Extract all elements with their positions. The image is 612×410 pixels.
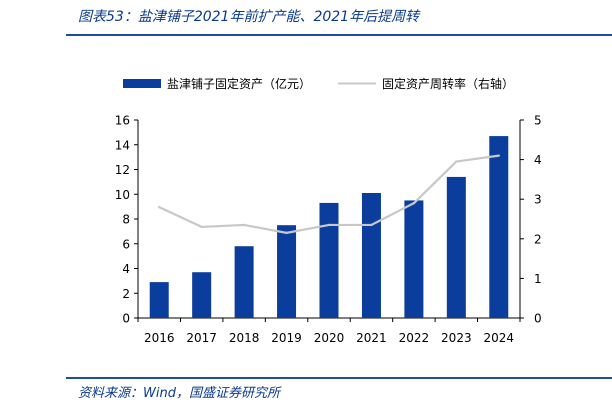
line-point: [285, 231, 288, 235]
x-tick-label: 2020: [314, 331, 345, 345]
line-point: [370, 223, 373, 227]
y-right-tick-label: 1: [534, 272, 542, 286]
y-left-tick-label: 6: [122, 237, 130, 251]
line-point: [455, 160, 458, 163]
bar: [446, 176, 466, 318]
legend-bar-swatch: [123, 79, 161, 88]
x-tick-label: 2022: [399, 331, 430, 345]
bar: [361, 193, 381, 318]
y-left-tick-label: 16: [115, 114, 130, 128]
bar: [149, 282, 169, 318]
x-tick-label: 2016: [144, 331, 175, 345]
line-point: [200, 225, 203, 229]
bar: [192, 272, 212, 318]
bar-series: [149, 136, 509, 318]
bar: [319, 202, 339, 318]
legend-line-label: 固定资产周转率（右轴）: [382, 76, 514, 91]
y-left-tick-label: 4: [122, 262, 130, 276]
x-tick-label: 2017: [186, 331, 217, 345]
footer-divider: [66, 377, 612, 379]
y-right-tick-label: 4: [534, 153, 542, 167]
y-right-tick-label: 3: [534, 193, 542, 207]
y-left-tick-label: 14: [115, 138, 130, 152]
y-left-tick-label: 2: [122, 287, 130, 301]
bar: [489, 136, 509, 318]
line-point: [158, 205, 161, 209]
y-left-tick-label: 0: [122, 312, 130, 326]
line-point: [327, 223, 331, 227]
legend-bar-label: 盐津铺子固定资产（亿元）: [167, 76, 311, 91]
x-tick-label: 2019: [271, 331, 302, 345]
bar: [404, 200, 424, 318]
y-left-tick-label: 8: [122, 213, 130, 227]
bar: [277, 225, 297, 318]
line-point: [242, 223, 246, 227]
line-point: [497, 154, 500, 157]
y-left-tick-label: 10: [115, 188, 130, 202]
line-point: [412, 201, 416, 205]
bar: [234, 246, 254, 318]
x-tick-label: 2024: [484, 331, 515, 345]
source-note: 资料来源：Wind，国盛证券研究所: [78, 386, 280, 401]
legend: 盐津铺子固定资产（亿元） 固定资产周转率（右轴）: [123, 76, 514, 91]
x-tick-label: 2023: [441, 331, 472, 345]
y-right-tick-label: 2: [534, 232, 542, 246]
y-right-tick-label: 5: [534, 114, 542, 128]
y-left-tick-label: 12: [115, 163, 130, 177]
x-tick-label: 2021: [356, 331, 387, 345]
line-series: [158, 154, 500, 235]
x-tick-label: 2018: [229, 331, 260, 345]
chart-title: 图表53：盐津铺子2021年前扩产能、2021年后提周转: [78, 9, 420, 25]
y-right-tick-label: 0: [534, 312, 542, 326]
title-divider: [66, 34, 612, 36]
